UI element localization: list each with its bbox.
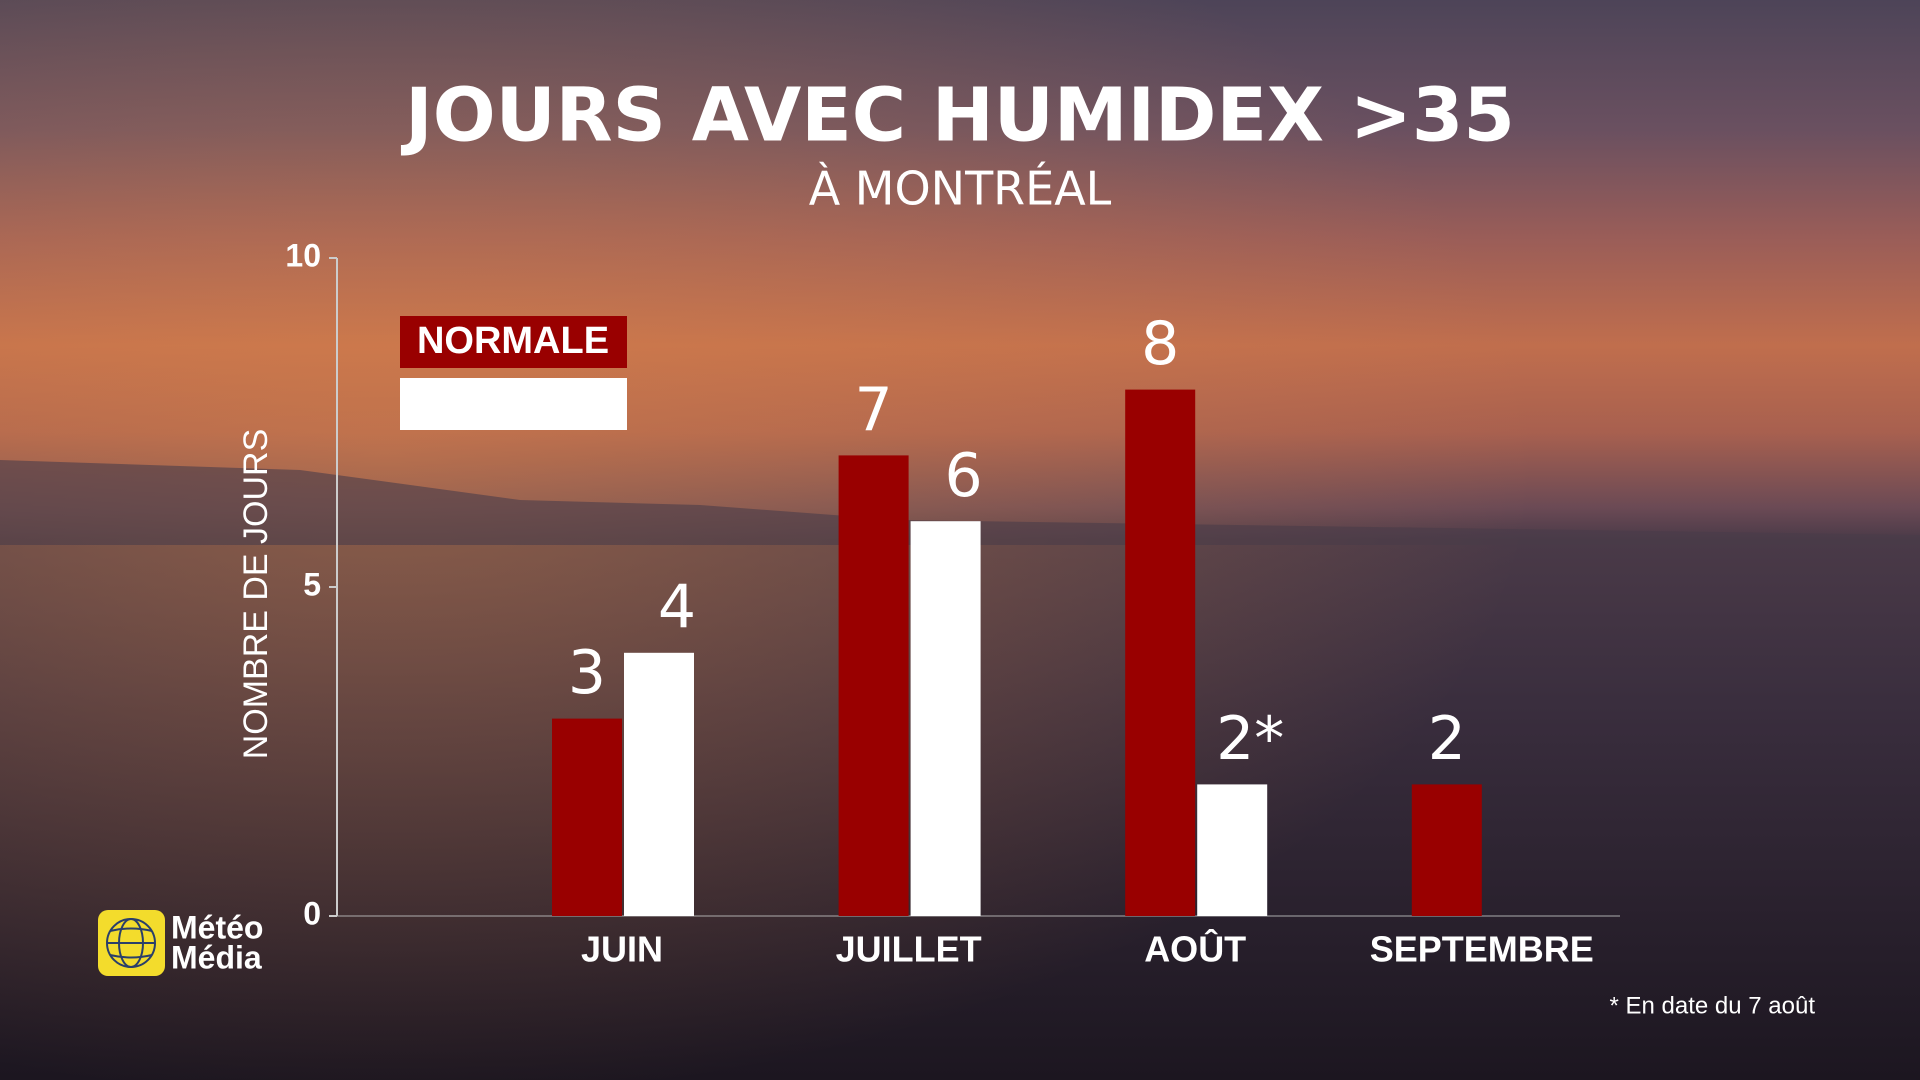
y-axis-label: NOMBRE DE JOURS [237, 429, 275, 760]
bar [552, 718, 622, 916]
data-label: 8 [1141, 309, 1179, 379]
x-tick-label: AOÛT [1144, 928, 1246, 970]
logo-text: Météo [171, 909, 263, 945]
logo-text: Média [171, 939, 262, 975]
bar [624, 652, 694, 916]
legend-label: EN 2026 [439, 382, 587, 424]
data-label: 2* [1216, 704, 1284, 774]
bar [1197, 784, 1268, 916]
horizon-land [0, 460, 1920, 545]
y-tick-label: 5 [303, 566, 321, 602]
x-tick-label: JUIN [581, 929, 663, 970]
legend-swatch [400, 316, 627, 368]
bar [1411, 784, 1482, 916]
footnote: * En date du 7 août [1610, 992, 1816, 1019]
chart-title: JOURS AVEC HUMIDEX >35 [400, 73, 1515, 159]
bar [838, 455, 909, 916]
legend-label: NORMALE [417, 320, 609, 362]
data-label: 2 [1428, 704, 1466, 774]
bar [910, 521, 981, 916]
data-label: 7 [855, 375, 893, 445]
chart-subtitle: À MONTRÉAL [809, 162, 1112, 216]
data-label: 6 [945, 441, 983, 511]
y-tick-label: 10 [285, 237, 321, 273]
bar [1125, 389, 1196, 917]
legend-swatch [400, 378, 627, 430]
logo-globe [106, 918, 156, 968]
x-tick-label: JUILLET [836, 929, 982, 970]
x-tick-label: SEPTEMBRE [1370, 929, 1594, 970]
data-label: 3 [568, 638, 606, 708]
y-tick-label: 0 [303, 895, 321, 931]
data-label: 4 [658, 572, 696, 642]
logo: Météo Média [98, 909, 263, 976]
